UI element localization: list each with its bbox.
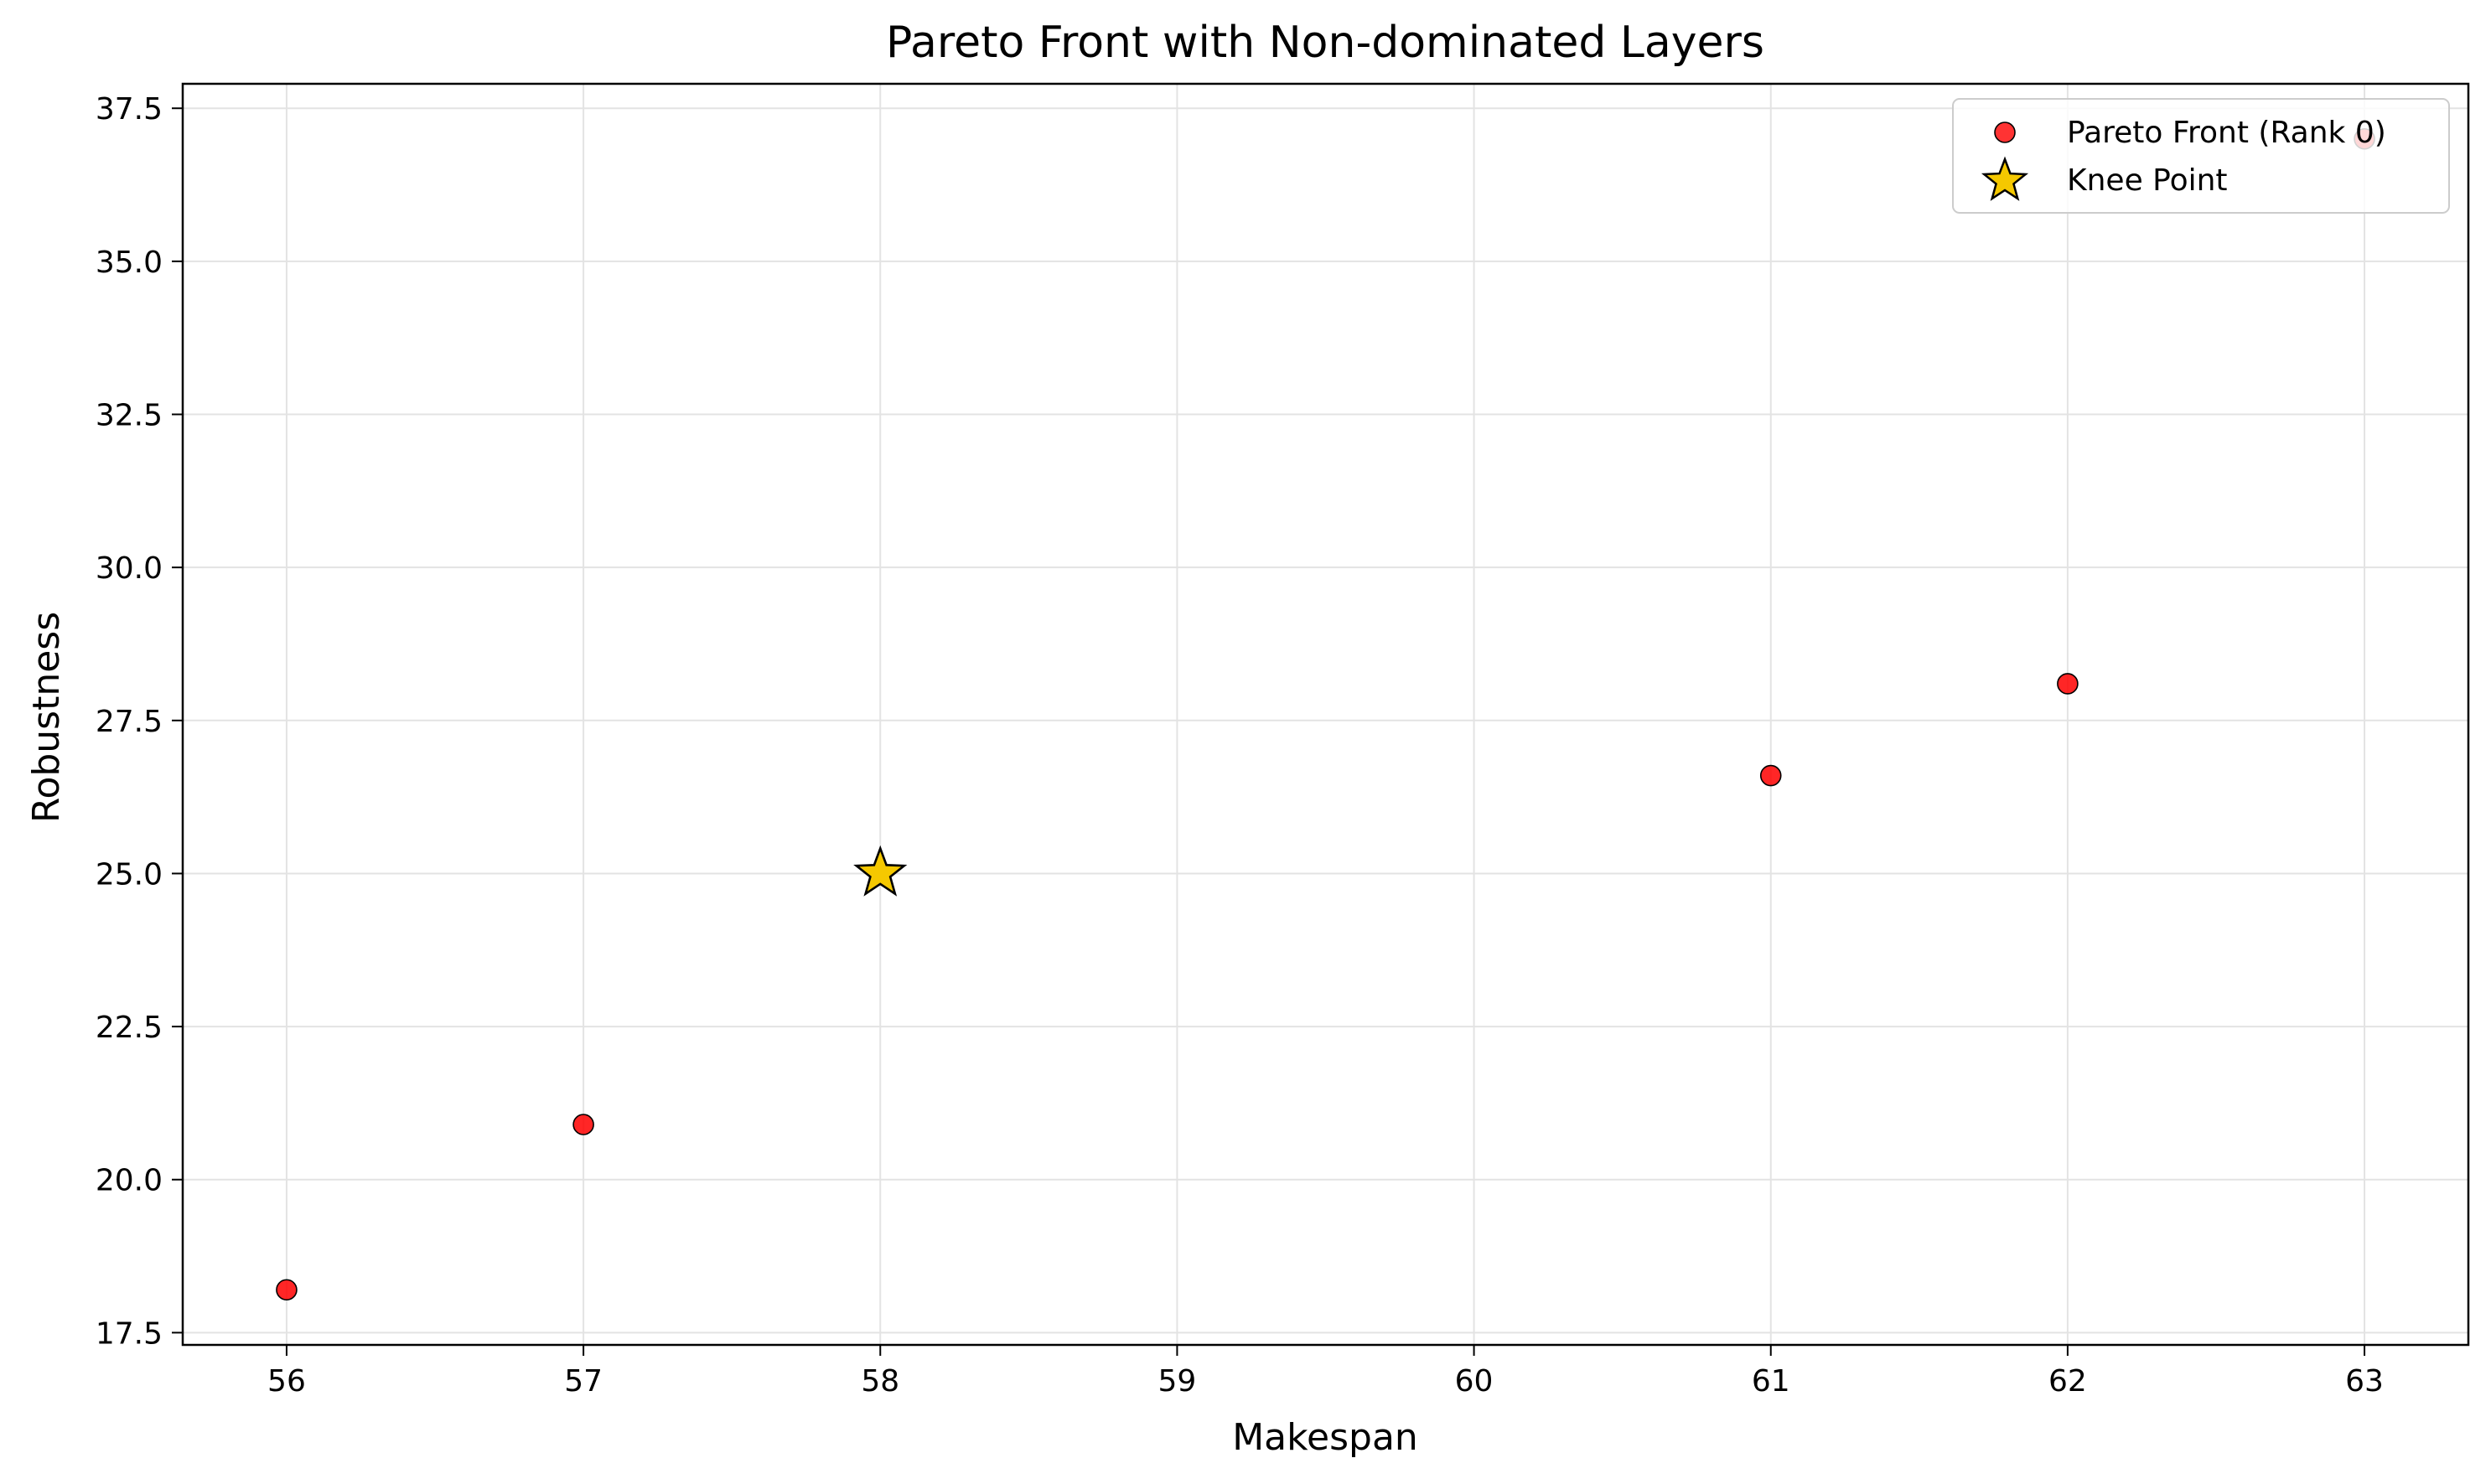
x-tick-label: 58 [861, 1364, 899, 1399]
y-tick-label: 37.5 [96, 92, 163, 127]
x-tick-label: 63 [2345, 1364, 2384, 1399]
y-tick-label: 17.5 [96, 1316, 163, 1351]
knee-point-marker [853, 845, 908, 897]
legend-label-pareto-front: Pareto Front (Rank 0) [2067, 116, 2386, 150]
pareto-point [2057, 673, 2079, 695]
y-tick-label: 30.0 [96, 551, 163, 586]
legend-marker-knee-point [1981, 156, 2029, 201]
axis-ticks: 56 57 58 59 60 61 62 63 17.5 20.0 22.5 25.0 27.5 30.0… [96, 92, 2384, 1399]
plot-frame [181, 82, 2470, 1347]
y-tick-label: 25.0 [96, 857, 163, 892]
y-tick-label: 32.5 [96, 399, 163, 433]
pareto-point [572, 1114, 594, 1135]
y-axis-label: Robustness [25, 612, 68, 823]
x-tick-label: 60 [1455, 1364, 1494, 1399]
x-axis-label: Makespan [1232, 1416, 1418, 1459]
chart-title: Pareto Front with Non-dominated Layers [886, 18, 1764, 68]
x-tick-label: 61 [1752, 1364, 1790, 1399]
x-tick-label: 57 [564, 1364, 603, 1399]
legend-box [1952, 98, 2450, 214]
pareto-point [1759, 764, 1782, 787]
x-tick-label: 56 [267, 1364, 306, 1399]
legend-label-knee-point: Knee Point [2067, 163, 2228, 198]
y-tick-label: 27.5 [96, 705, 163, 739]
x-tick-label: 59 [1158, 1364, 1197, 1399]
pareto-point [276, 1279, 298, 1301]
grid [183, 84, 2468, 1345]
y-tick-label: 20.0 [96, 1164, 163, 1198]
y-tick-label: 22.5 [96, 1011, 163, 1045]
x-tick-label: 62 [2048, 1364, 2087, 1399]
y-tick-label: 35.0 [96, 246, 163, 280]
legend: Pareto Front (Rank 0) Knee Point [1952, 98, 2450, 214]
legend-marker-pareto-front [1994, 122, 2016, 143]
